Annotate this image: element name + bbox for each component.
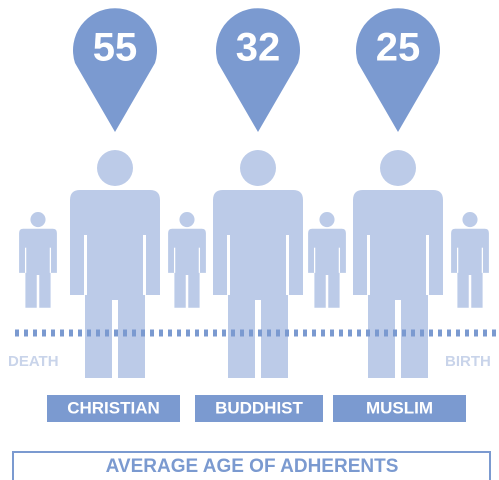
large-person-arm-gap [286,235,289,295]
start-label: DEATH [8,353,59,370]
large-person-head [97,150,133,186]
small-person-body [168,228,206,308]
large-person-arm-gap [367,235,370,295]
end-label: BIRTH [445,353,491,370]
small-person-body [308,228,346,308]
small-person-arm-gap [481,247,484,273]
label-box [195,395,323,422]
small-person-arm-gap [24,247,27,273]
large-person-body [353,190,443,378]
large-person-head [240,150,276,186]
small-person-arm-gap [456,247,459,273]
title: AVERAGE AGE OF ADHERENTS [106,456,399,477]
small-person-arm-gap [173,247,176,273]
small-person-arm-gap [313,247,316,273]
large-person-arm-gap [426,235,429,295]
large-person-head [380,150,416,186]
religion-label: CHRISTIAN [67,398,160,417]
large-person-arm-gap [227,235,230,295]
religion-label: MUSLIM [366,398,433,417]
pin [216,8,301,132]
small-person-head [179,212,195,228]
large-person-body [213,190,303,378]
label-box [47,395,180,422]
large-person-arm-gap [143,235,146,295]
small-person-body [19,228,57,308]
small-person-head [30,212,46,228]
small-person-body [451,228,489,308]
pin-value: 55 [93,26,138,70]
large-person-body [70,190,160,378]
small-person-arm-gap [49,247,52,273]
pin-value: 32 [236,26,281,70]
religion-label: BUDDHIST [215,398,303,417]
pin-value: 25 [376,26,421,70]
small-person-arm-gap [198,247,201,273]
pin [356,8,440,133]
title-box [12,451,491,480]
pin [72,8,157,132]
small-person-head [319,212,335,228]
label-box [333,395,466,422]
large-person-arm-gap [84,235,87,295]
small-person-head [462,212,478,228]
small-person-arm-gap [338,247,341,273]
